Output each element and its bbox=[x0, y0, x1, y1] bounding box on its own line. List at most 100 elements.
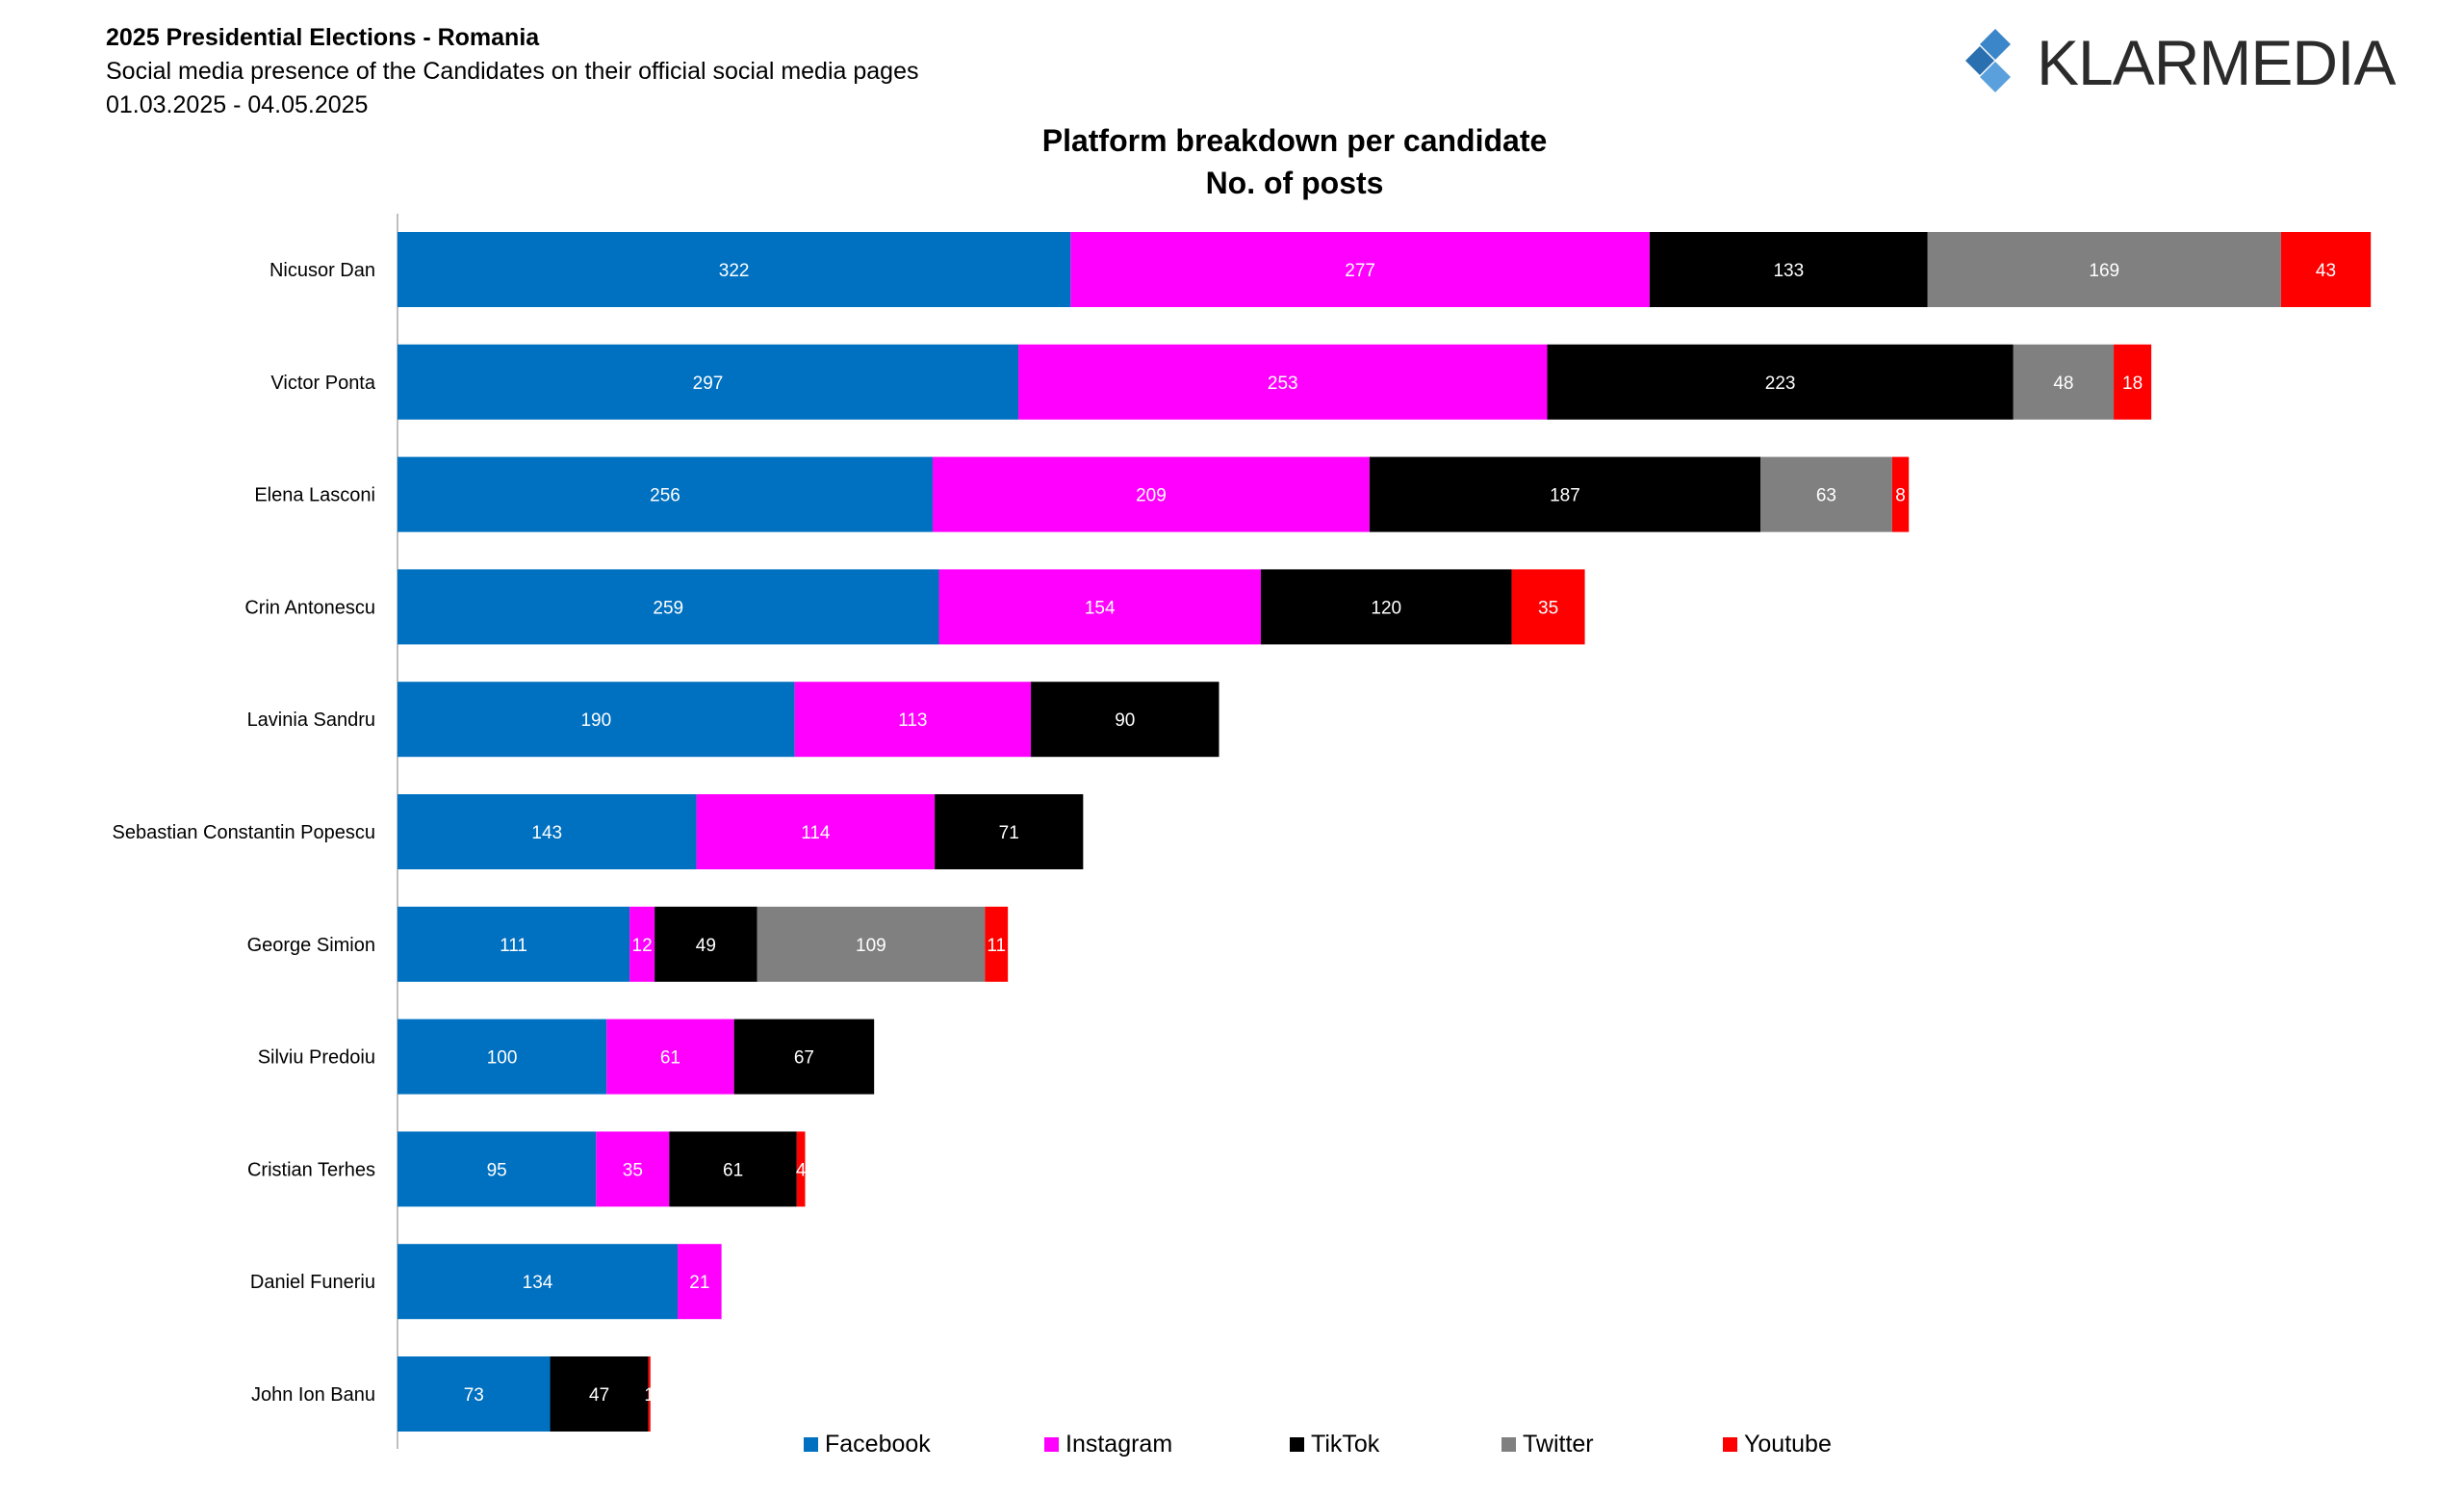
bar-segment-youtube bbox=[648, 1356, 651, 1432]
bar-segment-tiktok bbox=[669, 1131, 797, 1207]
chart-legend: Facebook Instagram TikTok Twitter Youtube bbox=[804, 1428, 1959, 1460]
report-header: 2025 Presidential Elections - Romania So… bbox=[106, 21, 918, 122]
category-label: George Simion bbox=[247, 935, 375, 956]
data-label: 71 bbox=[999, 823, 1019, 843]
data-label: 90 bbox=[1115, 710, 1135, 731]
bar-segment-tiktok bbox=[935, 794, 1084, 869]
category-label: Elena Lasconi bbox=[254, 485, 375, 506]
bar-segment-tiktok bbox=[654, 906, 757, 982]
bar-segment-instagram bbox=[696, 794, 936, 869]
data-label: 190 bbox=[580, 710, 611, 731]
bar-segment-facebook bbox=[398, 1244, 679, 1320]
logo-diamond-icon bbox=[1965, 29, 2011, 92]
bar-segment-youtube bbox=[796, 1131, 806, 1207]
legend-swatch bbox=[1502, 1436, 1516, 1452]
data-label: 21 bbox=[689, 1273, 709, 1293]
report-subtitle: Social media presence of the Candidates … bbox=[106, 58, 919, 85]
bar-segment-instagram bbox=[596, 1131, 670, 1207]
category-label: Daniel Funeriu bbox=[250, 1272, 375, 1293]
bar-segment-twitter bbox=[1927, 232, 2281, 307]
data-label: 61 bbox=[723, 1160, 743, 1180]
logo-wordmark: KLARMEDIA bbox=[2037, 27, 2396, 98]
legend-swatch bbox=[1044, 1436, 1059, 1452]
bar-segment-tiktok bbox=[1369, 456, 1761, 532]
bar-segment-tiktok bbox=[1547, 344, 2014, 420]
data-label: 18 bbox=[2122, 374, 2143, 394]
data-label: 1 bbox=[644, 1385, 654, 1406]
legend-item-facebook: Facebook bbox=[804, 1428, 931, 1460]
bar-segment-twitter bbox=[1760, 456, 1892, 532]
bar-segment-facebook bbox=[398, 794, 697, 869]
bar-segment-facebook bbox=[398, 682, 795, 758]
bar-segment-facebook bbox=[398, 456, 933, 532]
legend-swatch bbox=[1290, 1436, 1304, 1452]
chart-title-block: Platform breakdown per candidate No. of … bbox=[0, 119, 2464, 204]
data-label: 48 bbox=[2053, 374, 2073, 394]
category-label: Lavinia Sandru bbox=[247, 710, 375, 731]
data-label: 169 bbox=[2089, 261, 2119, 281]
data-label: 43 bbox=[2316, 261, 2336, 281]
data-label: 109 bbox=[856, 936, 886, 956]
klarmedia-logo: KLARMEDIA bbox=[1964, 25, 2396, 102]
data-label: 47 bbox=[589, 1385, 609, 1406]
data-label: 154 bbox=[1085, 598, 1116, 618]
legend-item-twitter: Twitter bbox=[1502, 1428, 1594, 1460]
data-label: 253 bbox=[1268, 374, 1298, 394]
data-label: 209 bbox=[1136, 486, 1167, 506]
data-label: 259 bbox=[653, 598, 683, 618]
data-label: 256 bbox=[650, 486, 680, 506]
bar-segment-instagram bbox=[794, 682, 1032, 758]
bar-segment-youtube bbox=[1891, 456, 1910, 532]
data-label: 322 bbox=[719, 261, 750, 281]
bar-segment-youtube bbox=[2280, 232, 2372, 307]
data-label: 35 bbox=[623, 1160, 643, 1180]
data-label: 49 bbox=[696, 936, 716, 956]
data-label: 223 bbox=[1765, 374, 1796, 394]
legend-item-youtube: Youtube bbox=[1723, 1428, 1832, 1460]
bar-segment-youtube bbox=[2114, 344, 2152, 420]
data-label: 134 bbox=[523, 1273, 553, 1293]
bar-segment-tiktok bbox=[733, 1019, 875, 1095]
legend-label: Youtube bbox=[1744, 1430, 1832, 1458]
bar-segment-instagram bbox=[629, 906, 655, 982]
data-label: 111 bbox=[500, 936, 527, 956]
data-label: 11 bbox=[987, 936, 1006, 956]
data-label: 120 bbox=[1371, 598, 1401, 618]
bar-segment-facebook bbox=[398, 906, 630, 982]
category-label: Nicusor Dan bbox=[270, 260, 375, 281]
data-label: 8 bbox=[1895, 486, 1906, 506]
data-label: 61 bbox=[660, 1048, 680, 1069]
bar-segment-facebook bbox=[398, 569, 939, 645]
bar-segment-instagram bbox=[678, 1244, 722, 1320]
category-label: Victor Ponta bbox=[270, 373, 375, 394]
legend-label: TikTok bbox=[1311, 1430, 1380, 1458]
bar-segment-facebook bbox=[398, 232, 1071, 307]
report-date-range: 01.03.2025 - 04.05.2025 bbox=[106, 91, 369, 118]
category-label: Cristian Terhes bbox=[247, 1159, 375, 1180]
data-label: 4 bbox=[796, 1160, 807, 1180]
bar-segment-youtube bbox=[985, 906, 1009, 982]
bar-segment-facebook bbox=[398, 344, 1019, 420]
bar-segment-tiktok bbox=[1649, 232, 1928, 307]
data-label: 113 bbox=[898, 710, 927, 731]
data-label: 114 bbox=[801, 823, 831, 843]
category-label: Crin Antonescu bbox=[244, 597, 375, 618]
category-label: Sebastian Constantin Popescu bbox=[112, 822, 375, 843]
bar-segment-tiktok bbox=[550, 1356, 649, 1432]
data-label: 12 bbox=[632, 936, 653, 956]
data-label: 143 bbox=[531, 823, 562, 843]
data-label: 187 bbox=[1550, 486, 1580, 506]
bar-segment-twitter bbox=[2013, 344, 2115, 420]
report-title: 2025 Presidential Elections - Romania bbox=[106, 24, 540, 51]
bar-segment-tiktok bbox=[1260, 569, 1512, 645]
data-label: 95 bbox=[487, 1160, 507, 1180]
legend-swatch bbox=[1723, 1436, 1737, 1452]
data-label: 73 bbox=[464, 1385, 484, 1406]
category-label: Silviu Predoiu bbox=[258, 1047, 375, 1069]
bar-segment-instagram bbox=[932, 456, 1370, 532]
data-label: 297 bbox=[693, 374, 724, 394]
legend-label: Facebook bbox=[825, 1430, 931, 1458]
legend-label: Twitter bbox=[1523, 1430, 1594, 1458]
bar-segment-youtube bbox=[1511, 569, 1585, 645]
